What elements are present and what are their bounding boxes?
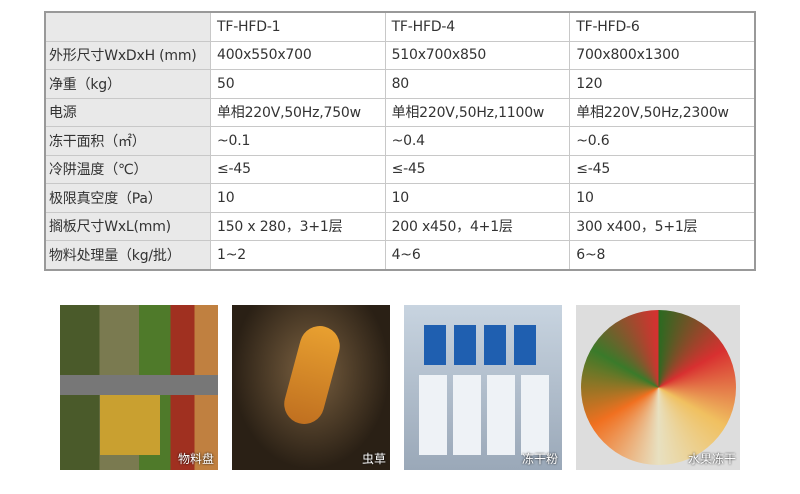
table-row: 极限真空度（Pa） 10 10 10	[44, 183, 756, 213]
table-header-row: TF-HFD-1 TF-HFD-4 TF-HFD-6	[44, 11, 756, 42]
table-cell: 单相220V,50Hz,1100w	[384, 97, 571, 127]
table-cell: ~0.1	[210, 126, 386, 156]
row-label: 净重（kg）	[44, 69, 211, 99]
table-cell: ≤-45	[569, 154, 756, 184]
table-row: 搁板尺寸WxL(mm) 150 x 280，3+1层 200 x450，4+1层 30…	[44, 211, 756, 241]
row-label: 物料处理量（kg/批）	[44, 240, 211, 270]
table-cell: 10	[569, 183, 756, 213]
table-row: 冷阱温度（℃） ≤-45 ≤-45 ≤-45	[44, 154, 756, 184]
table-row: 净重（kg） 50 80 120	[44, 69, 756, 99]
row-label: 电源	[44, 97, 211, 127]
table-cell: 4~6	[384, 240, 571, 270]
table-cell: 6~8	[569, 240, 756, 270]
table-cell: 700x800x1300	[569, 40, 756, 70]
row-label: 搁板尺寸WxL(mm)	[44, 211, 211, 241]
row-label: 外形尺寸WxDxH (mm)	[44, 40, 211, 70]
table-cell: TF-HFD-6	[569, 11, 756, 42]
photo-freeze-dried-powder: 冻干粉	[404, 305, 562, 470]
photo-material-tray: 物料盘	[60, 305, 218, 470]
table-cell: 1~2	[210, 240, 386, 270]
table-cell: ≤-45	[384, 154, 571, 184]
table-cell: 50	[210, 69, 386, 99]
photo-label: 虫草	[361, 452, 386, 466]
table-cell: ≤-45	[210, 154, 386, 184]
photo-cordyceps: 虫草	[232, 305, 390, 470]
table-cell: ~0.4	[384, 126, 571, 156]
table-cell: 10	[384, 183, 571, 213]
table-cell: 200 x450，4+1层	[384, 211, 571, 241]
table-cell: TF-HFD-4	[384, 11, 571, 42]
table-cell: 单相220V,50Hz,2300w	[569, 97, 756, 127]
table-cell: 400x550x700	[210, 40, 386, 70]
table-cell: 10	[210, 183, 386, 213]
table-cell: 80	[384, 69, 571, 99]
table-cell: 300 x400，5+1层	[569, 211, 756, 241]
photo-label: 水果冻干	[687, 452, 736, 466]
table-cell: ~0.6	[569, 126, 756, 156]
table-row: 外形尺寸WxDxH (mm) 400x550x700 510x700x850 700x…	[44, 40, 756, 70]
table-row: 物料处理量（kg/批） 1~2 4~6 6~8	[44, 240, 756, 270]
row-label: 极限真空度（Pa）	[44, 183, 211, 213]
table-cell: TF-HFD-1	[210, 11, 386, 42]
table-cell: 510x700x850	[384, 40, 571, 70]
row-label	[44, 11, 211, 42]
photo-label: 物料盘	[177, 452, 214, 466]
table-cell: 150 x 280，3+1层	[210, 211, 386, 241]
photo-label: 冻干粉	[521, 452, 558, 466]
table-cell: 单相220V,50Hz,750w	[210, 97, 386, 127]
row-label: 冷阱温度（℃）	[44, 154, 211, 184]
photo-freeze-dried-fruit: 水果冻干	[576, 305, 740, 470]
row-label: 冻干面积（㎡）	[44, 126, 211, 156]
table-row: 电源 单相220V,50Hz,750w 单相220V,50Hz,1100w 单相220…	[44, 97, 756, 127]
spec-table: TF-HFD-1 TF-HFD-4 TF-HFD-6 外形尺寸WxDxH (mm) 40…	[44, 11, 756, 271]
table-cell: 120	[569, 69, 756, 99]
table-row: 冻干面积（㎡） ~0.1 ~0.4 ~0.6	[44, 126, 756, 156]
